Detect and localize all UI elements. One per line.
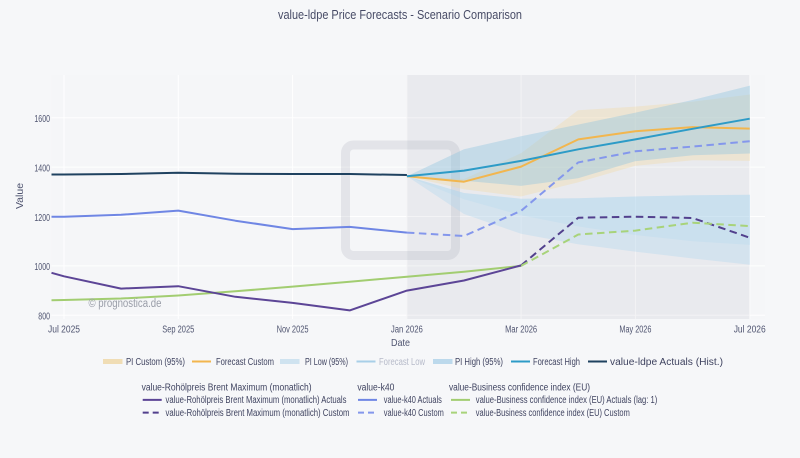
svg-text:© prognostica.de: © prognostica.de <box>89 298 162 310</box>
svg-text:Forecast Custom: Forecast Custom <box>216 357 274 368</box>
svg-text:value-Rohölpreis Brent Maximum: value-Rohölpreis Brent Maximum (monatlic… <box>142 383 312 394</box>
svg-text:value-Business confidence inde: value-Business confidence index (EU) Act… <box>476 395 658 406</box>
svg-text:1000: 1000 <box>34 262 50 273</box>
svg-text:1600: 1600 <box>34 114 50 125</box>
svg-text:Forecast High: Forecast High <box>533 357 580 368</box>
svg-text:Date: Date <box>391 337 410 349</box>
svg-text:1200: 1200 <box>34 213 50 224</box>
svg-text:value-ldpe Price Forecasts - S: value-ldpe Price Forecasts - Scenario Co… <box>278 7 522 22</box>
svg-text:Nov 2025: Nov 2025 <box>277 324 309 335</box>
svg-text:800: 800 <box>38 312 50 323</box>
svg-text:Jan 2026: Jan 2026 <box>391 324 423 335</box>
svg-text:1400: 1400 <box>34 163 50 174</box>
svg-text:PI Custom (95%): PI Custom (95%) <box>126 357 185 368</box>
svg-text:value-Business confidence inde: value-Business confidence index (EU) Cus… <box>476 408 630 419</box>
svg-text:Jul 2025: Jul 2025 <box>48 324 80 335</box>
svg-text:value-k40 Actuals: value-k40 Actuals <box>384 395 442 406</box>
svg-text:value-Rohölpreis Brent Maximum: value-Rohölpreis Brent Maximum (monatlic… <box>166 395 347 406</box>
svg-text:Jul 2026: Jul 2026 <box>734 324 766 335</box>
svg-text:Value: Value <box>14 183 26 209</box>
svg-text:Sep 2025: Sep 2025 <box>162 324 194 335</box>
svg-text:PI Low (95%): PI Low (95%) <box>305 357 348 368</box>
svg-text:Forecast Low: Forecast Low <box>379 357 426 368</box>
svg-text:Mar 2026: Mar 2026 <box>505 324 537 335</box>
svg-text:value-Business confidence inde: value-Business confidence index (EU) <box>449 383 590 394</box>
svg-text:value-Rohölpreis Brent Maximum: value-Rohölpreis Brent Maximum (monatlic… <box>166 408 350 419</box>
svg-text:value-k40: value-k40 <box>357 383 394 394</box>
svg-text:May 2026: May 2026 <box>619 324 651 335</box>
svg-text:value-ldpe Actuals (Hist.): value-ldpe Actuals (Hist.) <box>610 357 723 368</box>
svg-text:PI High (95%): PI High (95%) <box>455 357 503 368</box>
svg-text:value-k40 Custom: value-k40 Custom <box>384 408 444 419</box>
